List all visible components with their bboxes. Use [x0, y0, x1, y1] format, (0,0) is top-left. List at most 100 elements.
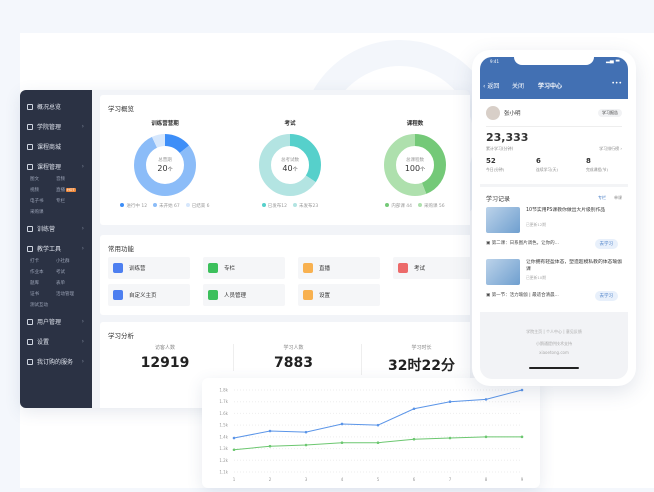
x-tick-label: 7 [449, 477, 452, 482]
legend-item: 内部课 44 [385, 203, 412, 209]
legend-dot [185, 203, 190, 207]
footer-links[interactable]: 学院主页 | 个人中心 | 意见反馈 [526, 329, 582, 334]
sidebar-item[interactable]: 设置 › [20, 335, 92, 348]
function-label: 自定义主页 [129, 293, 157, 299]
legend-dot [261, 203, 266, 207]
close-button[interactable]: 关闭 [512, 83, 525, 90]
record-item[interactable]: 让你拥有轻盈体态，塑造超模私教的体态瑜伽课 已更新10期 ▣ 第一节：活力瑜伽 | … [486, 259, 622, 307]
function-shortcut[interactable]: 设置 [298, 284, 380, 306]
function-label: 专栏 [224, 266, 236, 272]
y-tick-label: 1.2k [219, 458, 228, 463]
data-point [412, 407, 416, 411]
function-shortcut[interactable]: 考试 [393, 257, 470, 279]
submenu-label: 视频 [30, 188, 39, 193]
filter-column[interactable]: 专栏 [598, 195, 606, 200]
submenu-item[interactable]: 证书 [30, 291, 56, 297]
function-shortcut[interactable]: 直播 [298, 257, 380, 279]
menu-icon [27, 123, 33, 130]
submenu-label: 小社群 [56, 259, 70, 264]
sidebar-item[interactable]: 课程商城 [20, 140, 92, 153]
menu-icon [27, 245, 33, 252]
hot-badge: HOT [66, 188, 76, 192]
record-item[interactable]: 10节实用PS课教你做出大片级别作品 已更新12期 ▣ 第二课：日系图片调色，让你的… [486, 207, 622, 255]
y-tick-label: 1.6k [219, 411, 228, 416]
submenu-label: 题库 [30, 281, 39, 286]
sidebar-item[interactable]: 课程管理 › [20, 160, 92, 173]
submenu-item[interactable]: 专栏 [56, 198, 82, 204]
stat-label: 访客人数 [154, 345, 175, 351]
submenu-item[interactable]: 考试 [56, 269, 82, 275]
lesson-label: 第二课：日系图片调色，让你的... [491, 241, 559, 246]
stat-block: 学习时长 32时22分 [361, 344, 470, 375]
records-title: 学习记录 [486, 196, 511, 203]
series-line [233, 389, 523, 439]
function-label: 训练营 [129, 266, 146, 272]
metric-value: 6 [536, 157, 541, 165]
sidebar-item[interactable]: 训练营 › [20, 222, 92, 235]
submenu-item[interactable]: 表单 [56, 280, 82, 286]
more-button[interactable]: ••• [611, 80, 622, 87]
x-tick-label: 3 [305, 477, 308, 482]
x-tick-label: 9 [521, 477, 524, 482]
footer-support: 小鹅通提供技术支持 [536, 341, 572, 346]
overview-card: 学习概览 训练营营期 总营期 20个 进行中 12 未开始 67 已结束 6 考试 总考试数 4… [100, 95, 470, 225]
sidebar-item[interactable]: 教学工具 › [20, 242, 92, 255]
donut-legend: 进行中 12 未开始 67 已结束 6 [110, 203, 220, 209]
record-title: 10节实用PS课教你做出大片级别作品 [526, 208, 606, 213]
footer-domain: xiaoetong.com [539, 350, 569, 355]
study-button[interactable]: 去学习 [594, 291, 618, 301]
function-shortcut[interactable]: 训练营 [108, 257, 190, 279]
submenu-item[interactable]: 视频 [30, 187, 56, 193]
function-shortcut[interactable]: 自定义主页 [108, 284, 190, 306]
value: 100 [405, 164, 420, 173]
submenu-item[interactable]: 小社群 [56, 258, 82, 264]
submenu-item[interactable]: 图文 [30, 176, 56, 182]
submenu-item[interactable]: 作业本 [30, 269, 56, 275]
study-button[interactable]: 去学习 [594, 239, 618, 249]
divider [486, 126, 622, 127]
function-label: 人员管理 [224, 293, 247, 299]
function-icon [208, 290, 218, 300]
section-gap [480, 184, 628, 187]
rank-link[interactable]: 学习排行榜 › [599, 146, 622, 151]
submenu-item[interactable]: 直播 HOT [56, 187, 82, 193]
x-tick-label: 4 [341, 477, 344, 482]
sidebar-item[interactable]: 我订购的服务 › [20, 355, 92, 368]
filter-single[interactable]: 单课 [614, 195, 622, 200]
data-point [484, 398, 488, 401]
submenu-item[interactable]: 打卡 [30, 258, 56, 264]
legend-item: 已发布12 [261, 203, 287, 209]
sidebar-item[interactable]: 学院管理 › [20, 120, 92, 133]
submenu-item[interactable]: 测试互动 [30, 302, 56, 308]
y-tick-label: 1.4k [219, 434, 228, 439]
x-tick-label: 8 [485, 477, 488, 482]
back-button[interactable]: ‹ 返回 [483, 83, 500, 90]
submenu-item[interactable]: 电子书 [30, 198, 56, 204]
sidebar-item[interactable]: 概况总览 [20, 100, 92, 113]
report-button[interactable]: 学习报告 [598, 109, 622, 117]
donut-chart: 训练营营期 总营期 20个 进行中 12 未开始 67 已结束 6 [110, 119, 220, 209]
submenu-item[interactable]: 题库 [30, 280, 56, 286]
submenu-item[interactable]: 采购课 [30, 209, 56, 215]
legend-item: 进行中 12 [120, 203, 147, 209]
submenu-item[interactable]: 音频 [56, 176, 82, 182]
donut-legend: 内部课 44 采购课 56 [360, 203, 470, 209]
submenu-label: 打卡 [30, 259, 39, 264]
menu-icon [27, 318, 33, 325]
chevron-right-icon: › [81, 123, 84, 130]
function-shortcut[interactable]: 人员管理 [203, 284, 285, 306]
function-shortcut[interactable]: 专栏 [203, 257, 285, 279]
phone-footer: 学院主页 | 个人中心 | 意见反馈 小鹅通提供技术支持 xiaoetong.c… [480, 312, 628, 379]
status-time: 9:41 [490, 59, 499, 64]
submenu-label: 音频 [56, 177, 65, 182]
sidebar-item-label: 用户管理 [37, 319, 62, 326]
submenu-item[interactable]: 活动管理 [56, 291, 82, 297]
submenu-label: 证书 [30, 292, 39, 297]
stat-value: 7883 [274, 355, 313, 371]
legend-dot [418, 203, 422, 207]
stat-label: 学习时长 [411, 345, 432, 351]
total-minutes: 23,333 [486, 131, 529, 144]
sidebar-item[interactable]: 用户管理 › [20, 315, 92, 328]
data-point [268, 429, 272, 433]
